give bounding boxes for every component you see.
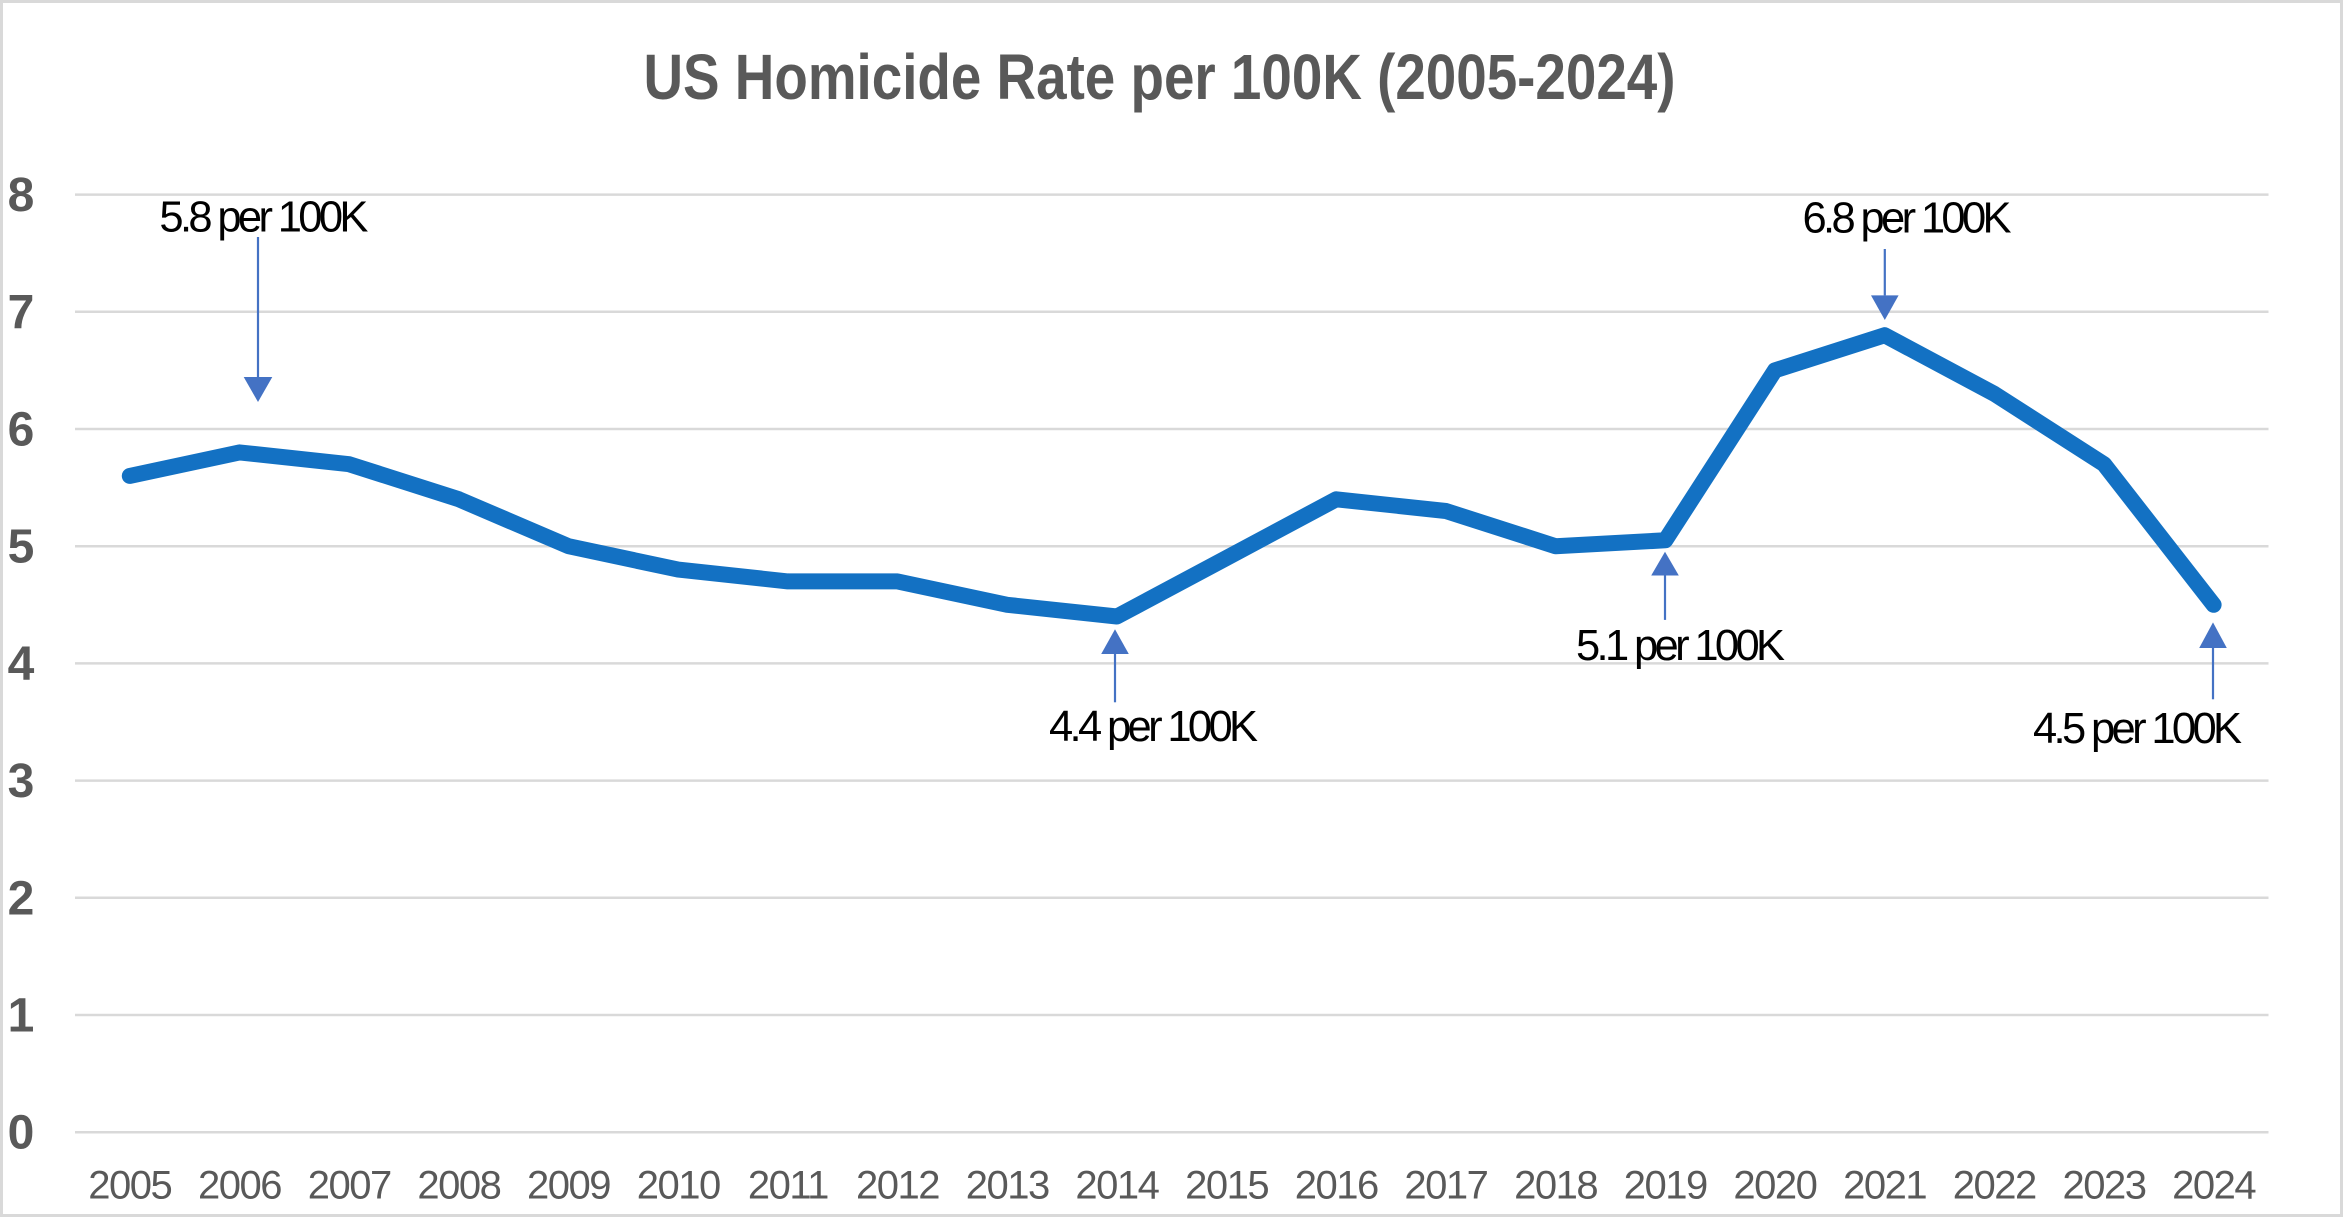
svg-text:4.4 per 100K: 4.4 per 100K — [1049, 703, 1258, 751]
svg-text:2: 2 — [8, 872, 35, 925]
svg-text:2020: 2020 — [1733, 1164, 1816, 1208]
svg-text:6.8 per 100K: 6.8 per 100K — [1803, 195, 2012, 243]
svg-text:2023: 2023 — [2063, 1164, 2146, 1208]
svg-text:5: 5 — [8, 521, 35, 574]
svg-text:2007: 2007 — [308, 1164, 391, 1208]
svg-text:5.8 per 100K: 5.8 per 100K — [159, 193, 368, 241]
svg-text:2016: 2016 — [1295, 1164, 1378, 1208]
svg-text:2017: 2017 — [1404, 1164, 1487, 1208]
svg-text:2008: 2008 — [417, 1164, 500, 1208]
svg-text:2013: 2013 — [966, 1164, 1049, 1208]
svg-text:2010: 2010 — [637, 1164, 720, 1208]
svg-text:2012: 2012 — [856, 1164, 939, 1208]
svg-text:7: 7 — [8, 286, 35, 339]
svg-text:3: 3 — [8, 755, 35, 808]
svg-text:2011: 2011 — [748, 1164, 828, 1208]
svg-text:2009: 2009 — [527, 1164, 610, 1208]
svg-text:2024: 2024 — [2172, 1164, 2256, 1208]
svg-text:0: 0 — [8, 1107, 35, 1160]
svg-text:2019: 2019 — [1624, 1164, 1707, 1208]
svg-text:5.1 per 100K: 5.1 per 100K — [1576, 622, 1785, 670]
svg-text:2005: 2005 — [88, 1164, 171, 1208]
svg-text:2014: 2014 — [1075, 1164, 1159, 1208]
svg-text:4.5 per 100K: 4.5 per 100K — [2033, 705, 2242, 753]
svg-text:2022: 2022 — [1953, 1164, 2036, 1208]
svg-text:8: 8 — [8, 169, 35, 222]
svg-text:2015: 2015 — [1185, 1164, 1268, 1208]
svg-text:US Homicide Rate per 100K (200: US Homicide Rate per 100K (2005-2024) — [644, 41, 1676, 113]
svg-text:2018: 2018 — [1514, 1164, 1597, 1208]
svg-text:2021: 2021 — [1843, 1164, 1926, 1208]
svg-text:4: 4 — [8, 638, 35, 691]
svg-text:6: 6 — [8, 404, 35, 457]
svg-text:2006: 2006 — [198, 1164, 281, 1208]
svg-text:1: 1 — [8, 990, 35, 1043]
